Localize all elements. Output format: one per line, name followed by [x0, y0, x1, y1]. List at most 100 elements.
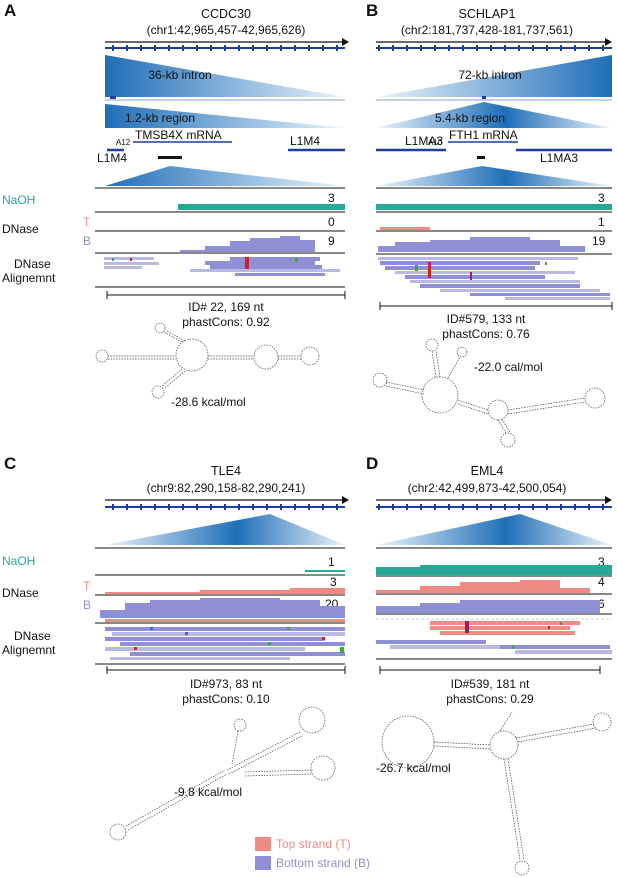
id-line-a: ID# 22, 169 nt — [188, 300, 264, 314]
coord-d: (chr2:42,499,873-42,500,054) — [408, 481, 567, 495]
naoh-bar-b — [376, 204, 612, 210]
gene-exons-c — [105, 504, 345, 510]
gene-name-c: TLE4 — [211, 464, 241, 478]
id-line-b: ID#579, 133 nt — [447, 312, 526, 326]
zoom-triangle-1-b — [376, 55, 612, 97]
zoom-triangle-3-a — [105, 166, 345, 186]
gene-exons-a — [105, 45, 345, 51]
strand-t-c: T — [83, 579, 91, 593]
alignment-reads-d — [376, 618, 612, 654]
arrowhead-c — [342, 496, 349, 504]
dnase-b-coverage-d — [376, 600, 600, 613]
arrowhead-a — [342, 38, 349, 46]
panel-letter-a: A — [4, 1, 16, 20]
panel-letter-b: B — [366, 1, 378, 20]
dnase-label-c: DNase — [2, 586, 39, 600]
id-line-d: ID#539, 181 nt — [451, 677, 530, 691]
energy-b: -22.0 cal/mol — [474, 360, 543, 374]
dnase-t-coverage-b — [380, 227, 430, 230]
arrowhead-d — [605, 496, 612, 504]
zoom2-label-a: 1.2-kb region — [125, 111, 195, 125]
zoom1-label-a: 36-kb intron — [148, 68, 211, 82]
zoom-triangle-c — [105, 514, 345, 545]
dnase-b-coverage-c — [100, 598, 345, 618]
phast-line-d: phastCons: 0.29 — [446, 692, 534, 706]
legend-swatch-top — [255, 837, 271, 851]
feature-left-b: L1MA3 — [405, 134, 443, 148]
gene-exons-d — [376, 504, 612, 510]
panel-c: C TLE4 (chr9:82,290,158-82,290,241) NaOH… — [2, 454, 349, 841]
zoom-triangle-d — [376, 514, 612, 545]
feature-right-a: L1M4 — [290, 134, 320, 148]
strand-b-a: B — [83, 234, 91, 248]
feature-right-b: L1MA3 — [540, 151, 578, 165]
energy-d: -26.7 kcal/mol — [376, 761, 451, 775]
region-marker-b — [482, 96, 486, 99]
coord-b: (chr2:181,737,428-181,737,561) — [401, 23, 573, 37]
zoom2-label-b: 5.4-kb region — [435, 111, 505, 125]
phast-line-c: phastCons: 0.10 — [182, 692, 270, 706]
align-label1-a: DNase — [14, 257, 51, 271]
arrowhead-b — [605, 38, 612, 46]
dnase-t-coverage-c — [105, 588, 345, 594]
naoh-bar-c — [305, 570, 345, 572]
dnase-b-coverage-a — [95, 236, 315, 252]
naoh-count-d: 3 — [598, 555, 605, 569]
naoh-count-a: 3 — [328, 191, 335, 205]
legend: Top strand (T) Bottom strand (B) — [255, 837, 370, 870]
energy-c: -9.8 kcal/mol — [174, 785, 242, 799]
alignment-reads-c — [105, 627, 345, 660]
rna-structure-a — [95, 322, 320, 399]
naoh-bar-d — [376, 565, 612, 575]
coord-c: (chr9:82,290,158-82,290,241) — [147, 481, 306, 495]
gene-name-b: SCHLAP1 — [459, 7, 516, 21]
alignment-reads-a — [104, 257, 340, 276]
align-label2-c: Alignemnt — [2, 643, 56, 657]
locus-marker-a — [158, 156, 182, 159]
zoom-triangle-2-b — [376, 102, 612, 128]
naoh-count-c: 1 — [328, 555, 335, 569]
feature-a10: A10 — [428, 138, 443, 147]
zoom-triangle-3-b — [376, 166, 612, 186]
strand-b-c: B — [83, 598, 91, 612]
dnase-t-count-c: 3 — [330, 575, 337, 589]
panel-letter-d: D — [366, 454, 378, 473]
top-reads-c — [105, 619, 345, 622]
naoh-bar-a — [178, 204, 345, 210]
zoom1-label-b: 72-kb intron — [458, 68, 521, 82]
id-line-c: ID#973, 83 nt — [190, 677, 263, 691]
legend-bottom-label: Bottom strand (B) — [276, 856, 370, 870]
region-marker-a — [110, 96, 116, 99]
dnase-t-coverage-d — [376, 580, 590, 593]
phast-line-a: phastCons: 0.92 — [182, 315, 270, 329]
dnase-t-count-a: 0 — [328, 215, 335, 229]
dnase-t-count-b: 1 — [598, 215, 605, 229]
coord-a: (chr1:42,965,457-42,965,626) — [147, 23, 306, 37]
dnase-b-count-d: 6 — [598, 597, 605, 611]
zoom-triangle-2-a — [105, 104, 345, 128]
dnase-t-count-d: 4 — [598, 575, 605, 589]
panel-letter-c: C — [4, 454, 16, 473]
legend-swatch-bottom — [255, 856, 271, 870]
legend-top-label: Top strand (T) — [276, 837, 351, 851]
panel-a: A CCDC30 (chr1:42,965,457-42,965,626) 36… — [2, 1, 349, 409]
feature-a12: A12 — [116, 138, 131, 147]
energy-a: -28.6 kcal/mol — [171, 395, 246, 409]
feature-left-a: L1M4 — [97, 151, 127, 165]
gene-exons-b — [376, 45, 612, 51]
gene-name-a: CCDC30 — [201, 7, 251, 21]
dnase-b-count-b: 19 — [592, 234, 606, 248]
rna-structure-d — [381, 711, 612, 876]
align-label2-a: Alignemnt — [2, 271, 56, 285]
phast-line-b: phastCons: 0.76 — [442, 327, 530, 341]
dnase-b-count-a: 9 — [328, 234, 335, 248]
naoh-count-b: 3 — [598, 191, 605, 205]
gene-name-d: EML4 — [471, 464, 504, 478]
feature-mrna-b: FTH1 mRNA — [449, 128, 518, 142]
rna-structure-c — [109, 706, 336, 841]
panel-d: D EML4 (chr2:42,499,873-42,500,054) 3 4 … — [366, 454, 612, 876]
align-label1-c: DNase — [14, 629, 51, 643]
feature-mrna-a: TMSB4X mRNA — [135, 128, 222, 142]
dnase-label-a: DNase — [2, 222, 39, 236]
